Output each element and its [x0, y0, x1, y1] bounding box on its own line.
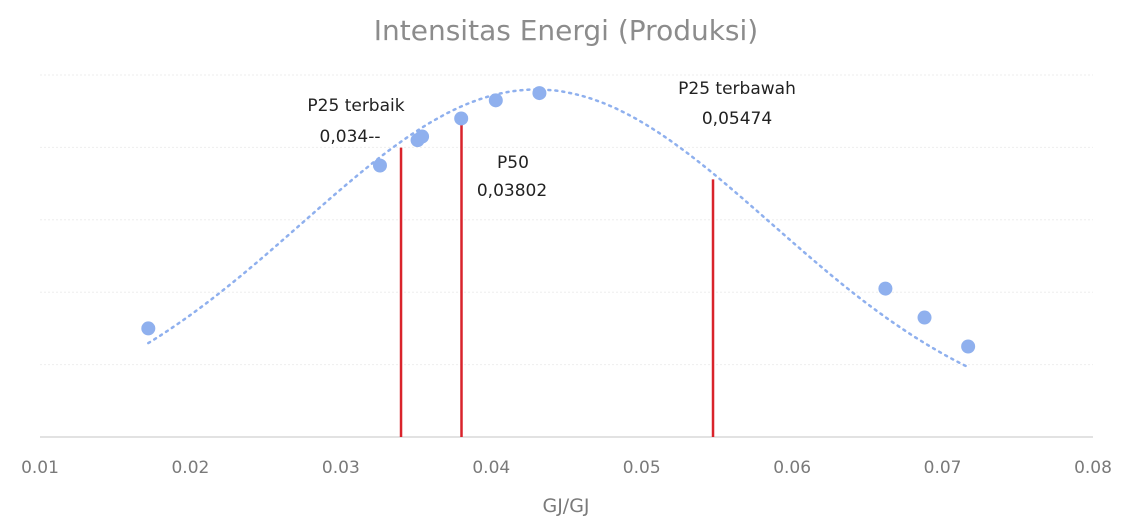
data-point [454, 111, 469, 126]
data-point [961, 339, 976, 354]
x-tick-label: 0.02 [171, 458, 209, 478]
p25-worst-label: P25 terbawah [678, 79, 796, 99]
x-tick-label: 0.04 [472, 458, 510, 478]
data-point [415, 129, 430, 144]
p50-value: 0,03802 [477, 181, 547, 201]
x-tick-label: 0.08 [1074, 458, 1112, 478]
x-tick-label: 0.06 [773, 458, 811, 478]
data-point [488, 93, 503, 108]
p50-label: P50 [497, 153, 529, 173]
p25-best-label: P25 terbaik [307, 96, 404, 116]
p25-best-value: 0,034-- [320, 127, 381, 147]
x-tick-labels: 0.01 0.02 0.03 0.04 0.05 0.06 0.07 0.08 [21, 458, 1112, 478]
data-points [141, 86, 976, 354]
x-tick-label: 0.01 [21, 458, 59, 478]
grid [40, 74, 1093, 366]
data-point [141, 321, 156, 336]
chart-title: Intensitas Energi (Produksi) [374, 14, 758, 47]
data-point [372, 158, 387, 173]
x-tick-label: 0.07 [924, 458, 962, 478]
data-point [917, 310, 932, 325]
reference-line-labels: P25 terbaik 0,034-- P50 0,03802 P25 terb… [307, 79, 795, 201]
data-point [532, 86, 547, 101]
x-tick-label: 0.03 [322, 458, 360, 478]
x-tick-label: 0.05 [623, 458, 661, 478]
trend-curve [147, 88, 970, 369]
x-axis-label: GJ/GJ [542, 495, 589, 517]
reference-lines [399, 112, 715, 437]
p25-worst-value: 0,05474 [702, 109, 772, 129]
data-point [878, 281, 893, 296]
